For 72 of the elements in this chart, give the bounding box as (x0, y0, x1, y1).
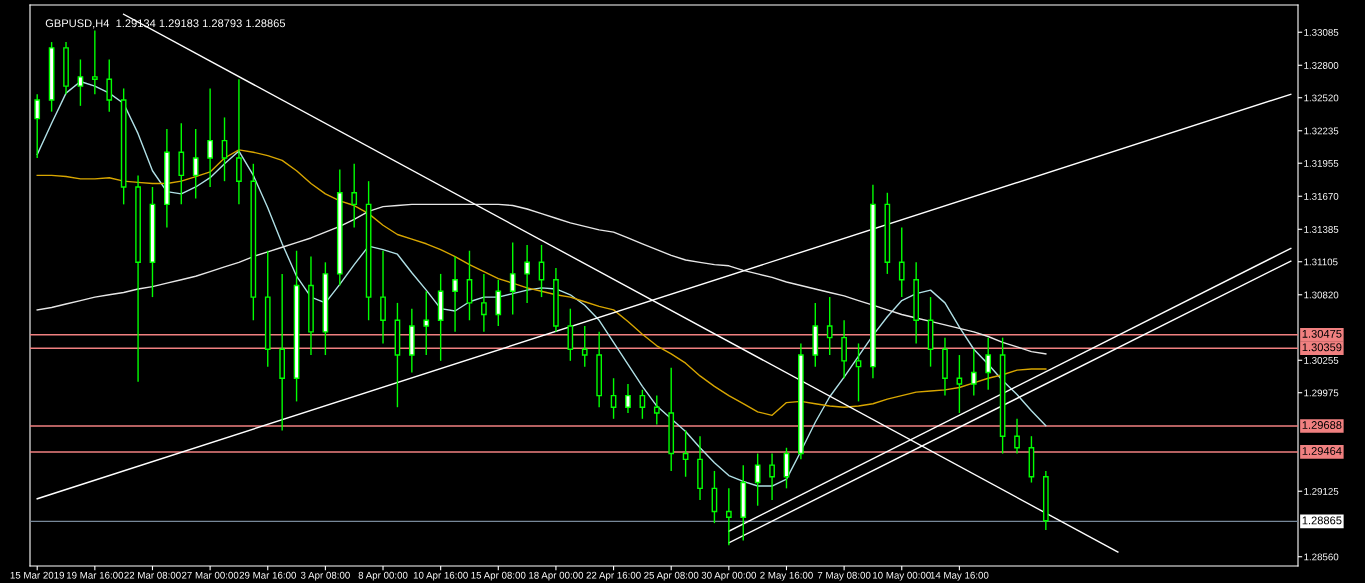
candlestick (236, 78, 242, 206)
ref-line-label: 1.29688 (1302, 421, 1342, 429)
y-tick-label: 1.29125 (1304, 487, 1339, 495)
candlestick (77, 58, 84, 107)
y-tick-label: 1.31955 (1304, 159, 1339, 167)
x-tick-label: 7 May 08:00 (817, 571, 871, 581)
y-tick-label: 1.31385 (1304, 226, 1339, 233)
y-tick-label: 1.30255 (1304, 357, 1339, 364)
y-tick-label: 1.32235 (1304, 127, 1339, 135)
x-tick-label: 19 Mar 16:00 (66, 571, 124, 579)
x-tick-label: 30 Apr 00:00 (701, 571, 757, 581)
y-tick-label: 1.33085 (1304, 28, 1339, 36)
candlestick (466, 250, 473, 321)
x-tick-label: 25 Apr 08:00 (644, 571, 699, 581)
y-tick-label: 1.31105 (1304, 258, 1338, 266)
ref-line-label: 1.30475 (1302, 329, 1342, 338)
candlestick (524, 244, 530, 304)
candlestick (769, 452, 775, 501)
y-tick-label: 1.31670 (1304, 192, 1339, 200)
x-tick-label: 8 Apr 00:00 (358, 571, 408, 581)
x-tick-label: 22 Apr 16:00 (586, 571, 641, 581)
candlestick (970, 348, 977, 397)
ref-line-label: 1.29464 (1302, 447, 1342, 455)
y-tick-label: 1.28560 (1304, 553, 1339, 561)
x-tick-label: 15 Mar 2019 (10, 571, 65, 579)
candlestick (898, 226, 905, 298)
candlestick (207, 87, 213, 188)
candlestick (754, 452, 761, 507)
ref-line-label: 1.30359 (1302, 343, 1342, 352)
candlestick (221, 116, 228, 182)
candlestick (423, 290, 430, 356)
x-tick-label: 18 Apr 00:00 (529, 571, 584, 581)
x-tick-label: 22 Mar 08:00 (124, 571, 181, 579)
x-tick-label: 2 May 16:00 (760, 571, 813, 581)
candlestick (380, 250, 386, 345)
x-tick-label: 10 May 00:00 (873, 571, 931, 581)
y-tick-label: 1.32800 (1304, 62, 1339, 69)
candlestick (452, 255, 458, 333)
candlestick (91, 29, 98, 95)
x-tick-label: 3 Apr 08:00 (300, 571, 350, 581)
candlestick (581, 325, 588, 368)
candlestick (625, 383, 631, 414)
x-tick-label: 10 Apr 16:00 (413, 571, 468, 581)
candlestick (725, 487, 732, 546)
x-tick-label: 29 Mar 16:00 (239, 571, 297, 579)
candlestick (1014, 418, 1020, 455)
candlestick (34, 93, 41, 159)
candlestick (192, 128, 199, 200)
y-tick-label: 1.30820 (1304, 291, 1339, 299)
candlestick (639, 389, 646, 420)
candlestick (985, 336, 992, 391)
candlestick (841, 319, 847, 379)
candlestick (178, 122, 185, 206)
y-tick-label: 1.29975 (1304, 389, 1339, 397)
x-tick-label: 27 Mar 00:00 (181, 571, 239, 579)
candlestick (855, 342, 862, 403)
candlestick (351, 163, 358, 229)
candlestick (653, 394, 660, 426)
candlestick (106, 58, 113, 113)
candlestick (956, 354, 963, 414)
x-tick-label: 15 Apr 08:00 (471, 571, 526, 581)
ref-line-label: 1.28865 (1302, 516, 1342, 525)
candlestick (567, 307, 574, 362)
candlestick (682, 429, 689, 478)
candlestick (481, 273, 487, 333)
candlestick (495, 279, 502, 327)
line-series (36, 203, 1047, 355)
candlestick (509, 241, 516, 316)
y-tick-label: 1.32520 (1304, 94, 1339, 102)
candlestick (610, 377, 617, 420)
candlestick (826, 296, 833, 356)
x-tick-label: 14 May 16:00 (930, 571, 989, 581)
